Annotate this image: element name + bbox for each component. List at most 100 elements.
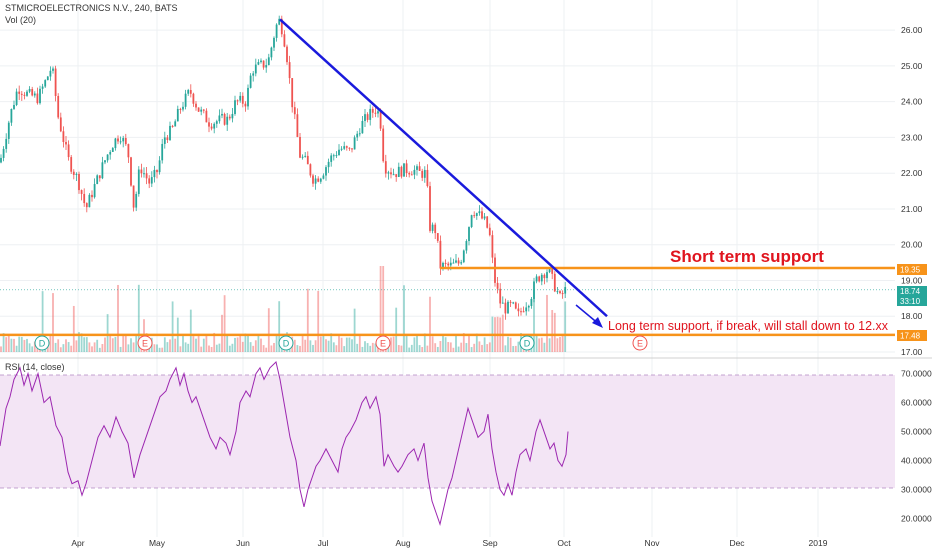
candle-body — [96, 175, 99, 184]
rsi-line — [0, 361, 569, 527]
candle-body — [54, 68, 57, 96]
candle-body — [148, 178, 151, 184]
volume-bar — [434, 343, 437, 352]
candle-body — [239, 95, 242, 101]
candle-body — [559, 291, 561, 294]
volume-bar — [158, 347, 161, 352]
dividend-marker[interactable]: D — [519, 335, 535, 351]
volume-bar — [390, 337, 392, 352]
volume-bar — [267, 308, 270, 352]
chart-title: STMICROELECTRONICS N.V., 240, BATS — [5, 3, 178, 13]
candle-body — [59, 117, 62, 132]
volume-bar — [416, 334, 418, 352]
event-marker-label: D — [524, 339, 531, 349]
candle-body — [166, 137, 169, 141]
volume-bar — [470, 347, 473, 352]
candle-body — [270, 47, 273, 58]
volume-bar — [431, 336, 434, 352]
candle-body — [197, 107, 200, 112]
volume-bar — [517, 341, 520, 352]
candle-body — [88, 194, 91, 208]
volume-bar — [127, 344, 130, 352]
volume-bar — [551, 310, 554, 352]
event-marker-label: E — [142, 339, 148, 349]
candle-body — [470, 215, 473, 228]
candle-body — [319, 178, 322, 182]
volume-bar — [137, 284, 140, 352]
candle-body — [335, 155, 338, 157]
candle-body — [501, 302, 504, 304]
candle-body — [468, 227, 470, 242]
lower-support-label: 17.48 — [900, 332, 921, 341]
volume-bar — [130, 338, 132, 352]
volume-bar — [223, 295, 226, 352]
candle-body — [314, 178, 317, 184]
candle-body — [293, 107, 296, 115]
candle-body — [517, 308, 520, 312]
candle-body — [169, 125, 171, 141]
candle-body — [312, 175, 314, 184]
volume-bar — [228, 345, 231, 352]
earnings-marker[interactable]: E — [375, 335, 391, 351]
time-axis: Apr May Jun Jul Aug Sep Oct Nov Dec 2019 — [71, 538, 827, 548]
candle-body — [327, 161, 330, 168]
candle-body — [457, 260, 460, 264]
volume-bar — [260, 338, 262, 352]
volume-bar — [452, 347, 455, 352]
price-tick-label: 21.00 — [901, 204, 923, 214]
time-tick-label: Sep — [482, 538, 497, 548]
volume-bar — [564, 301, 567, 352]
volume-bar — [15, 345, 18, 352]
volume-bar — [358, 334, 361, 352]
time-tick-label: Dec — [729, 538, 745, 548]
dividend-marker[interactable]: D — [278, 335, 294, 351]
candle-body — [377, 111, 379, 114]
volume-bar — [395, 307, 398, 352]
candle-body — [369, 108, 372, 120]
candle-body — [416, 166, 418, 170]
volume-bar — [322, 335, 325, 352]
candle-body — [442, 262, 444, 269]
candle-body — [455, 260, 457, 263]
candle-body — [507, 301, 509, 314]
earnings-marker[interactable]: E — [137, 335, 153, 351]
candle-body — [564, 287, 567, 294]
candle-body — [444, 262, 447, 264]
earnings-marker[interactable]: E — [632, 335, 648, 351]
volume-bar — [351, 339, 353, 352]
price-tick-label: 24.00 — [901, 97, 923, 107]
volume-bar — [447, 342, 450, 352]
candle-body — [200, 109, 203, 112]
event-marker-circle — [34, 335, 50, 351]
candle-body — [28, 89, 31, 92]
candle-body — [439, 240, 442, 269]
volume-bar — [413, 337, 416, 352]
volume-bar — [559, 336, 561, 352]
candle-body — [39, 88, 41, 104]
candle-body — [23, 94, 26, 96]
candle-body — [174, 121, 177, 127]
volume-bar — [556, 338, 559, 352]
candle-body — [397, 166, 400, 177]
volume-bar — [429, 296, 431, 352]
volume-bar — [202, 338, 205, 352]
rsi-axis: 20.0000 30.0000 40.0000 50.0000 60.0000 70.00… — [901, 369, 932, 524]
candle-body — [499, 288, 502, 304]
candle-body — [117, 138, 119, 142]
volume-bar — [75, 340, 78, 352]
candle-body — [228, 116, 231, 119]
volume-bar — [340, 337, 343, 352]
candle-body — [249, 75, 252, 88]
candle-body — [265, 65, 268, 68]
candle-body — [280, 18, 283, 35]
candle-body — [374, 112, 377, 114]
dividend-marker[interactable]: D — [34, 335, 50, 351]
candle-body — [325, 167, 327, 176]
volume-bar — [455, 335, 457, 352]
candle-body — [135, 193, 138, 208]
volume-bar — [41, 291, 44, 352]
candle-body — [382, 128, 385, 162]
candle-body — [93, 183, 96, 198]
volume-bar — [93, 342, 96, 352]
